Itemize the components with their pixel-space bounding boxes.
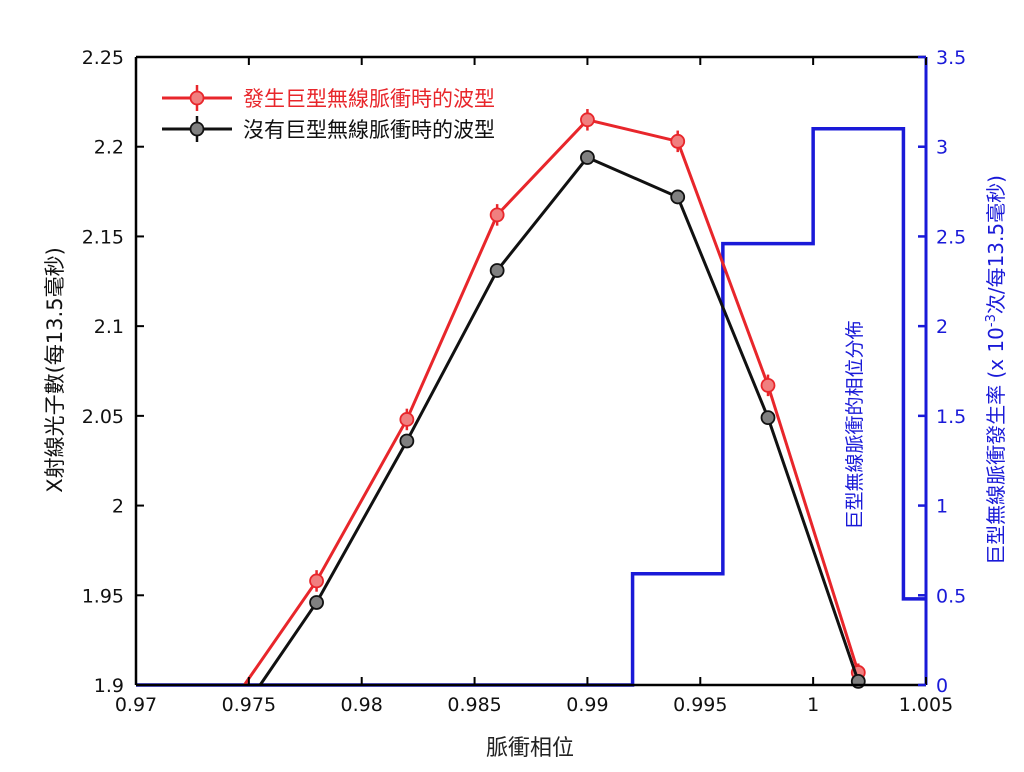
y-right-tick-label-4: 2: [936, 316, 948, 338]
y-right-tick-label-5: 2.5: [936, 226, 966, 248]
y-left-tick-label-5: 2.15: [82, 226, 124, 248]
series-0-line: [243, 118, 860, 686]
y-left-tick-label-1: 1.95: [82, 585, 124, 607]
y-left-tick-label-2: 2: [112, 496, 124, 518]
x-tick-label-4: 0.99: [566, 694, 608, 716]
x-axis-label: 脈衝相位: [486, 736, 574, 761]
histogram-layer: [136, 127, 926, 687]
y-right-tick-label-1: 0.5: [936, 585, 966, 607]
y-left-tick-label-7: 2.25: [82, 47, 124, 69]
legend-label-1: 沒有巨型無線脈衝時的波型: [243, 118, 495, 142]
x-tick-label-5: 0.995: [673, 694, 727, 716]
series-1-point-4: [580, 150, 595, 165]
x-tick-label-1: 0.975: [222, 694, 276, 716]
y-right-tick-label-7: 3.5: [936, 47, 966, 69]
y-axis-right-label: 巨型無線脈衝發生率 (x 10-3次/每13.5毫秒): [984, 175, 1008, 565]
series-0-point-6: [760, 377, 776, 393]
series-0-point-5: [670, 133, 686, 149]
series-1-point-5: [670, 189, 686, 205]
axes-layer: 0.97 0.975 0.98 0.985 0.99 0.995 1 1.005 1.9 1.95…: [82, 47, 967, 716]
y-right-tick-label-3: 1.5: [936, 406, 966, 428]
y-right-tick-label-0: 0: [936, 675, 948, 697]
x-tick-label-0: 0.97: [115, 694, 157, 716]
series-0-point-4: [580, 112, 595, 128]
y-left-tick-label-0: 1.9: [94, 675, 124, 697]
y-axis-right-label-exponent: -3: [984, 314, 999, 327]
legend-label-0: 發生巨型無線脈衝時的波型: [243, 87, 495, 111]
series-layer: [243, 109, 866, 689]
x-tick-label-6: 1: [807, 694, 819, 716]
histogram-step-line: [136, 127, 926, 687]
x-tick-label-7: 1.005: [899, 694, 953, 716]
y-axis-right-label-part1: 巨型無線脈衝發生率 (x 10: [984, 327, 1008, 565]
y-left-tick-label-3: 2.05: [82, 406, 124, 428]
y-axis-left-label: X射線光子數(每13.5毫秒): [43, 247, 67, 493]
series-0-point-1: [309, 573, 324, 589]
y-right-tick-label-2: 1: [936, 496, 948, 518]
y-axis-right-label-part2: 次/每13.5毫秒): [984, 175, 1008, 314]
y-left-tick-label-6: 2.2: [94, 137, 124, 159]
y-right-tick-label-6: 3: [936, 137, 948, 159]
series-1-point-1: [309, 595, 324, 610]
series-1-line: [258, 155, 860, 686]
series-0-point-2: [399, 412, 415, 427]
legend-swatch-marker-0: [189, 90, 205, 106]
y-left-tick-label-4: 2.1: [94, 316, 124, 338]
histogram-annotation: 巨型無線脈衝的相位分佈: [844, 320, 866, 529]
x-tick-label-2: 0.98: [341, 694, 383, 716]
x-tick-label-3: 0.985: [447, 694, 501, 716]
series-1-point-3: [489, 263, 505, 278]
series-1-point-6: [760, 410, 776, 426]
series-1-point-2: [399, 433, 415, 449]
series-0-point-3: [489, 207, 505, 223]
legend-swatch-marker-1: [189, 121, 205, 137]
